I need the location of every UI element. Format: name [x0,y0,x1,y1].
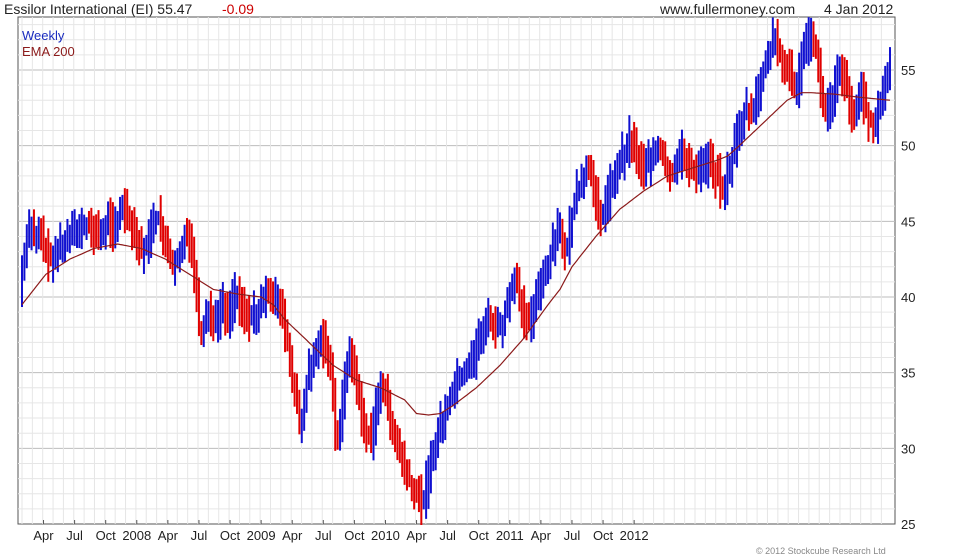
x-tick-label: 2011 [496,528,524,543]
x-tick-label: Jul [439,528,456,543]
x-tick-label: 2009 [247,528,276,543]
x-tick-label: Oct [593,528,614,543]
y-tick-label: 25 [901,517,915,532]
price-bars [21,17,891,525]
legend-weekly: Weekly [22,28,65,43]
y-tick-label: 45 [901,214,915,229]
x-axis-labels: Apr Jul Oct 2008 Apr Jul Oct 2009 Apr Jul Oct 2010 A… [33,520,649,543]
x-tick-label: Jul [315,528,332,543]
y-tick-label: 40 [901,290,915,305]
x-tick-label: Oct [220,528,241,543]
copyright: © 2012 Stockcube Research Ltd [756,546,886,556]
y-axis-labels: 25 30 35 40 45 50 55 [901,63,915,532]
y-tick-label: 55 [901,63,915,78]
x-tick-label: Oct [469,528,490,543]
x-tick-label: Apr [531,528,552,543]
y-tick-label: 30 [901,441,915,456]
x-tick-label: 2010 [371,528,400,543]
ema-line [21,92,891,416]
chart-date: 4 Jan 2012 [824,1,894,17]
x-tick-label: Apr [406,528,427,543]
x-tick-label: 2012 [620,528,649,543]
legend-ema: EMA 200 [22,44,75,59]
x-tick-label: Apr [158,528,179,543]
x-tick-label: Jul [66,528,83,543]
price-change: -0.09 [222,1,254,17]
chart-title: Essilor International (EI) 55.47 [4,1,193,17]
x-tick-label: Apr [33,528,54,543]
x-tick-label: 2008 [122,528,151,543]
x-tick-label: Oct [344,528,365,543]
x-tick-label: Jul [564,528,581,543]
x-tick-label: Apr [282,528,303,543]
grid-lines [18,17,895,524]
y-tick-label: 50 [901,139,915,154]
y-tick-label: 35 [901,366,915,381]
x-tick-label: Oct [96,528,117,543]
x-tick-label: Jul [191,528,208,543]
source-site: www.fullermoney.com [660,1,796,17]
